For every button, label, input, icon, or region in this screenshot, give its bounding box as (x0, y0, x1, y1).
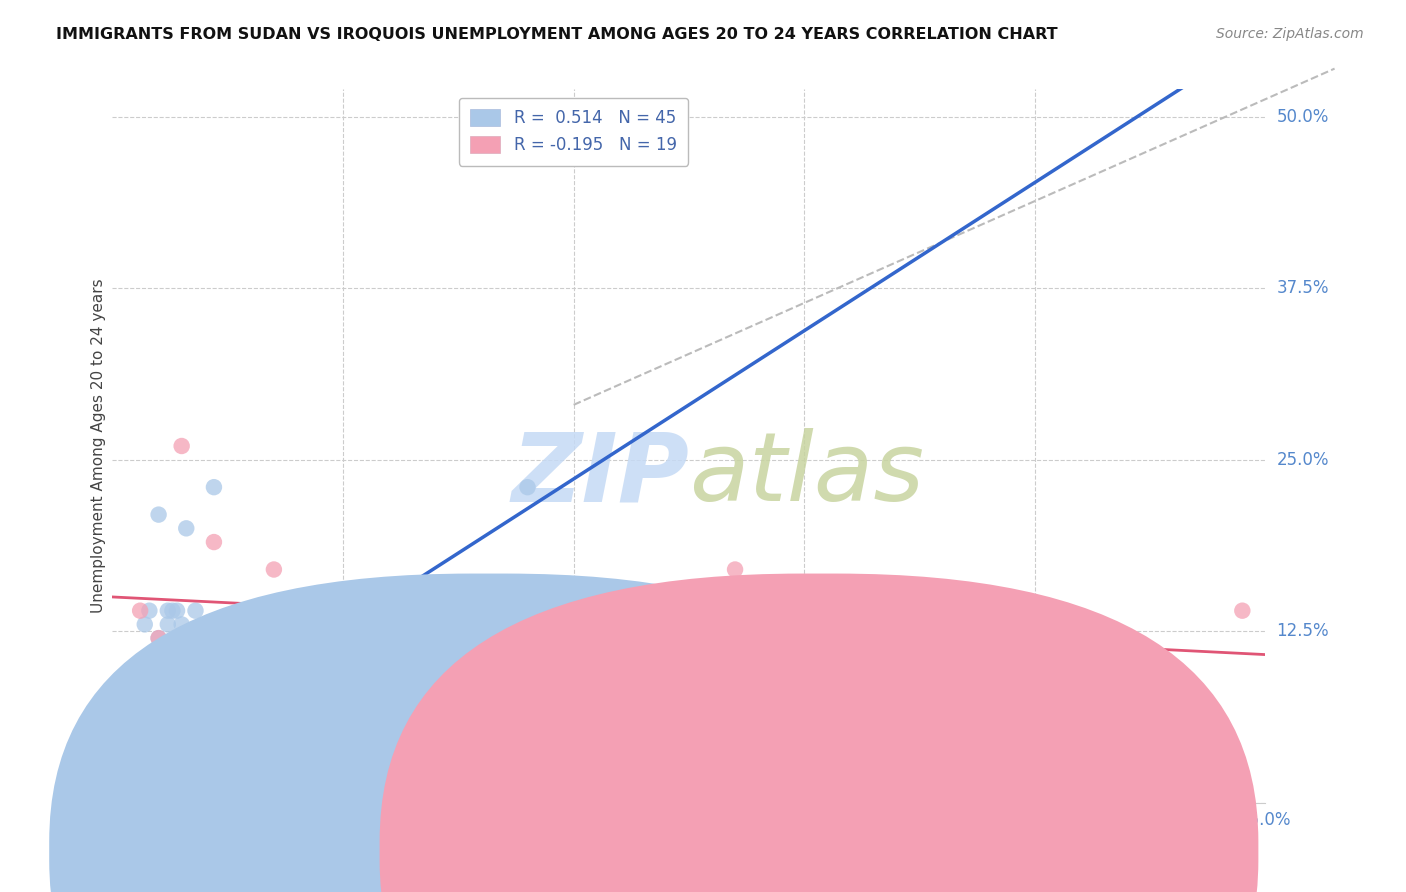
Point (129, 714, 152, 728)
Point (120, 714, 142, 728)
Point (202, 535, 225, 549)
Point (724, 562, 747, 576)
Point (239, 740, 262, 755)
Point (174, 686, 197, 700)
Point (263, 562, 285, 576)
Text: 50.0%: 50.0% (1277, 108, 1329, 126)
Point (516, 480, 538, 494)
Point (166, 604, 188, 618)
Point (143, 714, 166, 728)
Point (162, 658, 184, 673)
Point (184, 604, 207, 618)
Point (170, 617, 193, 632)
Point (231, 727, 253, 741)
Point (202, 480, 225, 494)
Point (631, 755, 654, 769)
Point (342, 658, 364, 673)
Point (263, 699, 285, 714)
Legend: R =  0.514   N = 45, R = -0.195   N = 19: R = 0.514 N = 45, R = -0.195 N = 19 (458, 97, 689, 166)
Point (188, 699, 211, 714)
Point (217, 631, 239, 645)
Point (138, 686, 160, 700)
Point (170, 686, 193, 700)
Point (162, 658, 184, 673)
Point (249, 658, 271, 673)
Point (134, 617, 156, 632)
Point (207, 658, 229, 673)
Point (170, 658, 193, 673)
Point (184, 658, 207, 673)
Point (166, 645, 188, 659)
Point (447, 740, 470, 755)
Point (170, 439, 193, 453)
Text: atlas: atlas (689, 428, 924, 521)
Point (309, 686, 332, 700)
Point (839, 631, 862, 645)
Point (285, 645, 308, 659)
Point (231, 686, 253, 700)
Point (401, 617, 423, 632)
Point (217, 658, 239, 673)
Point (631, 673, 654, 687)
Point (152, 699, 174, 714)
Text: Source: ZipAtlas.com: Source: ZipAtlas.com (1216, 27, 1364, 41)
Text: Immigrants from Sudan: Immigrants from Sudan (513, 844, 695, 858)
Point (148, 631, 170, 645)
Point (174, 521, 197, 535)
Point (156, 617, 179, 632)
Text: ZIP: ZIP (510, 428, 689, 521)
Point (111, 727, 134, 741)
Point (180, 658, 202, 673)
Y-axis label: Unemployment Among Ages 20 to 24 years: Unemployment Among Ages 20 to 24 years (90, 278, 105, 614)
Point (470, 699, 492, 714)
Point (148, 508, 170, 522)
Point (908, 673, 931, 687)
Point (1232, 604, 1254, 618)
Point (162, 604, 184, 618)
Point (162, 645, 184, 659)
Point (295, 727, 318, 741)
Point (124, 699, 146, 714)
Text: Iroquois: Iroquois (844, 844, 904, 858)
Point (1024, 617, 1046, 632)
Text: IMMIGRANTS FROM SUDAN VS IROQUOIS UNEMPLOYMENT AMONG AGES 20 TO 24 YEARS CORRELA: IMMIGRANTS FROM SUDAN VS IROQUOIS UNEMPL… (56, 27, 1057, 42)
Text: 12.5%: 12.5% (1277, 623, 1329, 640)
Text: 37.5%: 37.5% (1277, 279, 1329, 297)
Point (277, 658, 299, 673)
Point (354, 740, 377, 755)
Point (156, 699, 179, 714)
Point (198, 645, 221, 659)
Point (585, 727, 607, 741)
Point (156, 604, 179, 618)
Point (129, 604, 152, 618)
Point (194, 631, 217, 645)
Point (415, 576, 437, 591)
Point (148, 631, 170, 645)
Text: 25.0%: 25.0% (1277, 450, 1329, 468)
Point (138, 604, 160, 618)
